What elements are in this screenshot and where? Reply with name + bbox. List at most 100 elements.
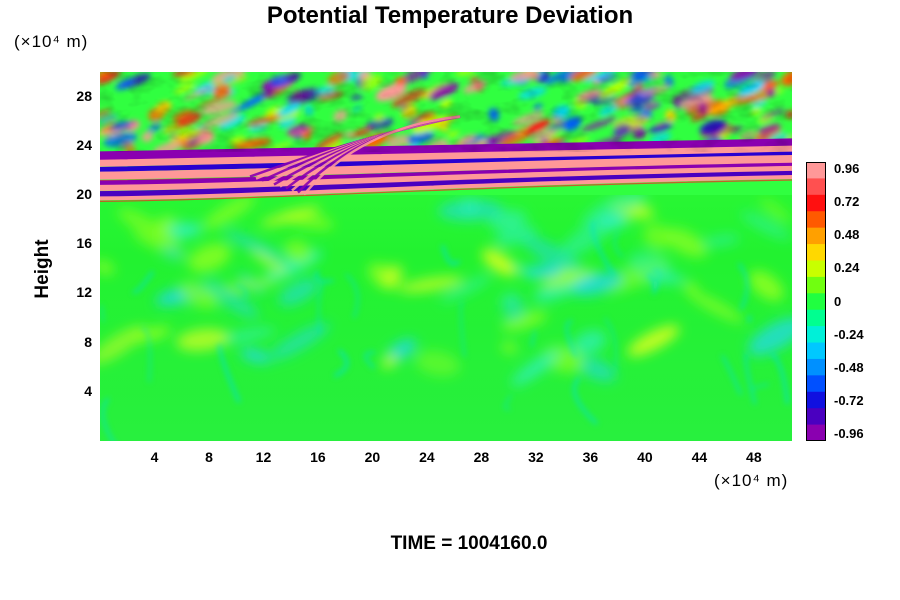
swirl-line <box>531 330 537 348</box>
field-patch <box>628 251 671 277</box>
field-patch <box>278 277 320 307</box>
field-patch <box>188 243 231 273</box>
x-tick-label: 16 <box>310 449 326 465</box>
x-tick-label: 40 <box>637 449 653 465</box>
field-patch <box>702 234 740 247</box>
swirl-lines <box>100 220 790 441</box>
field-patch <box>382 264 403 288</box>
swirl-line <box>744 352 757 405</box>
y-tick-label: 28 <box>76 87 92 104</box>
swirl-line <box>217 344 241 404</box>
field-patch <box>576 357 617 382</box>
field-patch <box>163 222 202 239</box>
colorbar-band <box>806 178 826 196</box>
field-patch <box>501 341 518 354</box>
chart-title: Potential Temperature Deviation <box>266 2 634 29</box>
colorbar-band <box>806 227 826 245</box>
x-tick-label: 28 <box>473 449 490 465</box>
swirl-line <box>720 355 743 396</box>
colorbar-band <box>806 391 826 409</box>
field-patch <box>572 330 607 355</box>
colorbar-band <box>806 211 826 229</box>
colorbar-tick-label: -0.24 <box>834 326 864 342</box>
colorbar-tick-label: -0.72 <box>834 392 864 408</box>
field-patch <box>213 328 276 343</box>
y-tick-label: 24 <box>76 136 92 153</box>
colorbar-band <box>806 162 826 180</box>
colorbar-band <box>806 309 826 327</box>
field-patch <box>440 274 492 303</box>
swirl-line <box>746 315 752 323</box>
colorbar-tick-label: -0.48 <box>834 359 864 375</box>
y-tick-label: 8 <box>84 333 92 350</box>
swirl-line <box>317 283 323 335</box>
swirl-line <box>603 317 618 372</box>
x-tick-label: 4 <box>150 449 159 465</box>
field-patch <box>260 206 321 227</box>
wave-texture <box>100 72 792 152</box>
colorbar-tick-label: 0.96 <box>834 161 860 176</box>
field-patch <box>284 239 312 264</box>
field-patch <box>759 198 791 222</box>
field-patch <box>240 348 271 364</box>
strat-band <box>100 165 792 191</box>
swirl-line <box>591 220 616 277</box>
y-tick-label: 16 <box>76 235 92 252</box>
field-patch <box>747 317 792 356</box>
colorbar-tick-label: -0.96 <box>834 426 864 441</box>
field-patch <box>415 350 460 377</box>
field-patch <box>220 279 280 291</box>
x-tick-label: 44 <box>691 449 708 465</box>
swirl-line <box>345 273 359 319</box>
strat-band <box>100 151 792 172</box>
x-tick-label: 12 <box>255 449 272 465</box>
field-patch <box>682 283 699 292</box>
colorbar-tick-label: 0.48 <box>834 227 860 243</box>
swirl-line <box>460 300 466 358</box>
colorbar-band <box>806 424 826 441</box>
field-patch <box>560 218 614 258</box>
field-patch <box>100 325 146 365</box>
field-patch <box>494 225 537 246</box>
field-patch <box>100 259 115 276</box>
field-patch <box>481 248 517 276</box>
field-patch <box>269 322 330 361</box>
x-tick-label: 36 <box>582 449 599 465</box>
field-patch <box>162 244 184 261</box>
swirl-line <box>613 231 624 258</box>
strat-band <box>100 162 792 186</box>
strat-band-edge <box>100 179 792 202</box>
field-patch <box>541 269 595 288</box>
field-patch <box>398 276 463 293</box>
colorbar-band <box>806 326 826 344</box>
heatmap-plot-area <box>100 72 792 441</box>
field-features <box>100 189 792 387</box>
colorbar-frame <box>806 162 826 441</box>
x-tick-label: 48 <box>746 449 762 465</box>
colorbar-band <box>806 342 826 360</box>
colorbar-band <box>806 375 826 393</box>
colorbar-band <box>806 194 826 212</box>
field-patch <box>203 195 256 229</box>
field-patch <box>250 250 288 275</box>
colorbar-band <box>806 293 826 311</box>
wave-field <box>100 72 792 202</box>
field-patch <box>460 196 478 215</box>
swirl-line <box>441 244 461 266</box>
y-tick-label: 4 <box>84 382 92 399</box>
field-patch <box>511 349 561 387</box>
x-axis-unit: (×10⁴ m) <box>714 471 789 490</box>
x-tick-label: 20 <box>364 449 381 465</box>
field-patch <box>686 290 744 323</box>
field-patch <box>117 208 180 247</box>
field-patch <box>223 230 288 263</box>
swirl-line <box>751 383 769 391</box>
swirl-line <box>737 262 749 311</box>
field-patch <box>740 211 791 240</box>
swirl-line <box>504 395 512 411</box>
field-patch <box>488 210 527 231</box>
swirl-line <box>141 327 151 383</box>
colorbar-band <box>806 358 826 376</box>
x-tick-label: 24 <box>419 449 435 465</box>
field-patch <box>176 328 230 352</box>
